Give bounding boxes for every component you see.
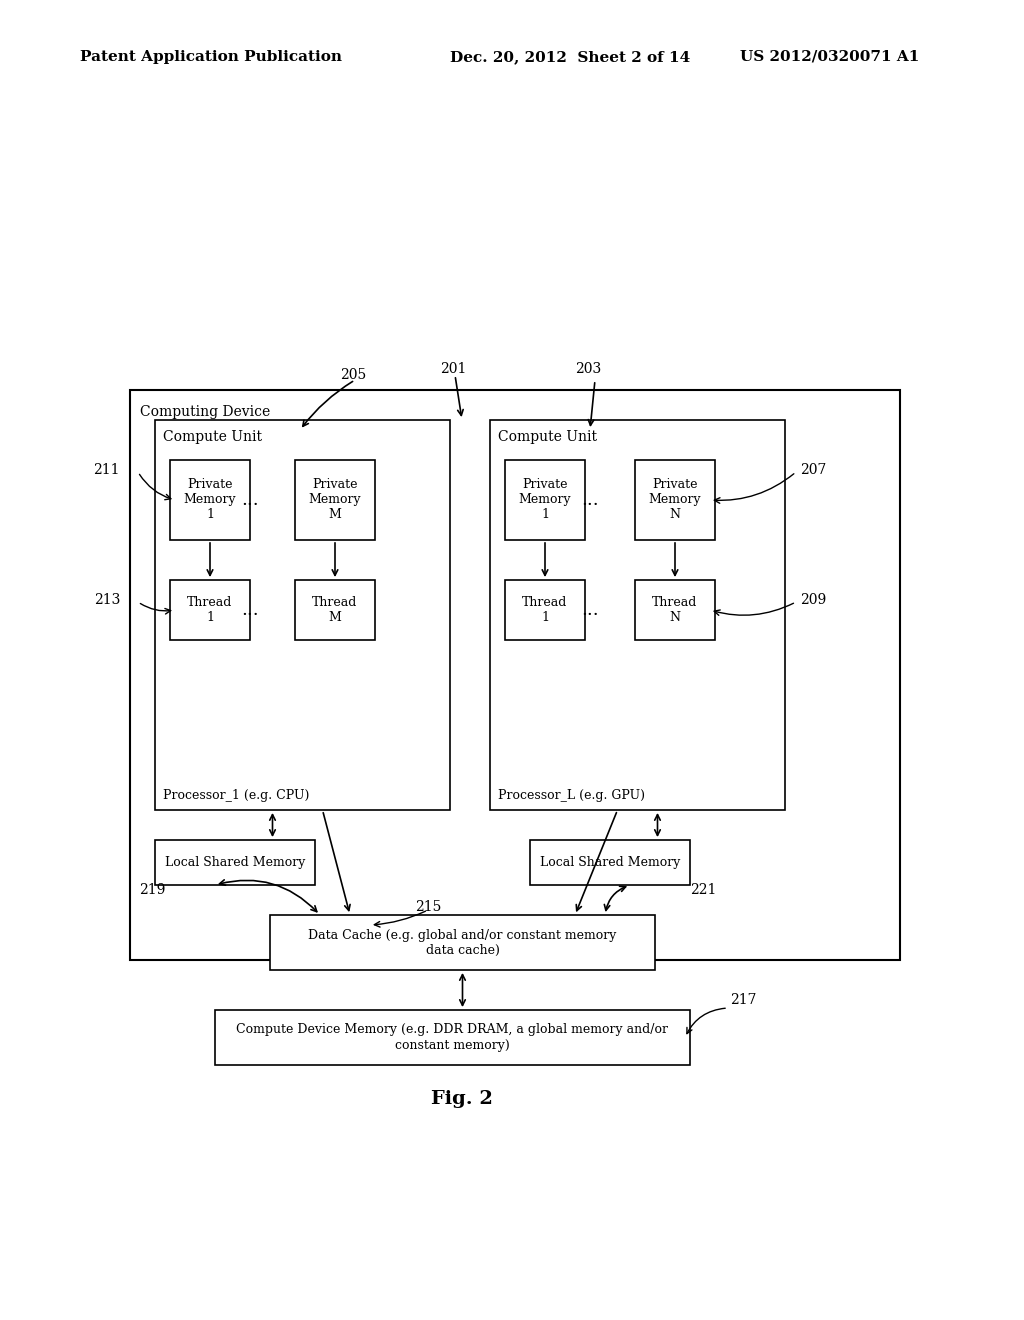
FancyBboxPatch shape [490,420,785,810]
Text: Patent Application Publication: Patent Application Publication [80,50,342,63]
Text: Thread
1: Thread 1 [522,597,567,624]
FancyBboxPatch shape [270,915,655,970]
Text: Local Shared Memory: Local Shared Memory [540,855,680,869]
FancyBboxPatch shape [530,840,690,884]
FancyBboxPatch shape [505,459,585,540]
FancyBboxPatch shape [295,459,375,540]
Text: Local Shared Memory: Local Shared Memory [165,855,305,869]
Text: ...: ... [242,601,259,619]
FancyBboxPatch shape [635,579,715,640]
Text: Thread
M: Thread M [312,597,357,624]
FancyBboxPatch shape [505,579,585,640]
Text: 215: 215 [415,900,441,913]
FancyBboxPatch shape [130,389,900,960]
Text: Dec. 20, 2012  Sheet 2 of 14: Dec. 20, 2012 Sheet 2 of 14 [450,50,690,63]
FancyBboxPatch shape [170,459,250,540]
Text: Private
Memory
1: Private Memory 1 [183,479,237,521]
Text: Data Cache (e.g. global and/or constant memory
data cache): Data Cache (e.g. global and/or constant … [308,928,616,957]
Text: 203: 203 [575,362,601,376]
Text: Processor_L (e.g. GPU): Processor_L (e.g. GPU) [498,788,645,801]
FancyBboxPatch shape [295,579,375,640]
Text: Thread
1: Thread 1 [187,597,232,624]
Text: 213: 213 [93,593,120,607]
Text: Computing Device: Computing Device [140,405,270,418]
Text: Processor_1 (e.g. CPU): Processor_1 (e.g. CPU) [163,788,309,801]
FancyBboxPatch shape [155,840,315,884]
FancyBboxPatch shape [155,420,450,810]
Text: Compute Unit: Compute Unit [498,430,597,444]
FancyBboxPatch shape [215,1010,690,1065]
Text: 205: 205 [340,368,367,381]
Text: Compute Device Memory (e.g. DDR DRAM, a global memory and/or
constant memory): Compute Device Memory (e.g. DDR DRAM, a … [237,1023,669,1052]
Text: ...: ... [582,491,599,510]
Text: 211: 211 [93,463,120,477]
Text: 207: 207 [800,463,826,477]
Text: Thread
N: Thread N [652,597,697,624]
FancyBboxPatch shape [635,459,715,540]
Text: ...: ... [582,601,599,619]
Text: 201: 201 [440,362,466,376]
Text: 209: 209 [800,593,826,607]
Text: ...: ... [242,491,259,510]
Text: Private
Memory
M: Private Memory M [308,479,361,521]
Text: Private
Memory
N: Private Memory N [648,479,701,521]
Text: 217: 217 [730,993,757,1007]
FancyBboxPatch shape [170,579,250,640]
Text: 219: 219 [138,883,165,898]
Text: Fig. 2: Fig. 2 [431,1090,493,1107]
Text: 221: 221 [690,883,717,898]
Text: Compute Unit: Compute Unit [163,430,262,444]
Text: US 2012/0320071 A1: US 2012/0320071 A1 [740,50,920,63]
Text: Private
Memory
1: Private Memory 1 [519,479,571,521]
